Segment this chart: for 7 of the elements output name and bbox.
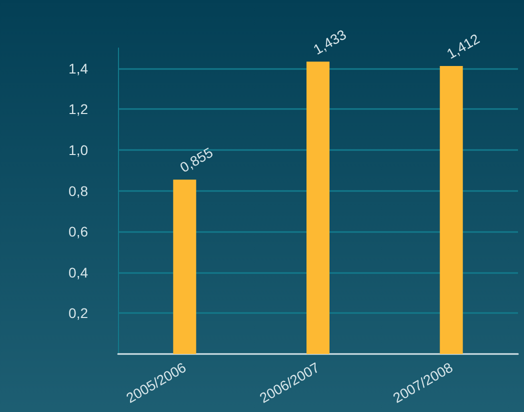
- y-tick-label: 1,0: [68, 142, 88, 158]
- y-tick-label: 1,2: [68, 101, 88, 118]
- y-tick-label: 1,4: [68, 60, 88, 76]
- y-tick-label: 0,8: [68, 182, 88, 199]
- y-tick-label: 0,6: [68, 224, 88, 240]
- y-tick-label: 0,2: [68, 305, 88, 322]
- y-tick-label: 0,4: [68, 264, 88, 280]
